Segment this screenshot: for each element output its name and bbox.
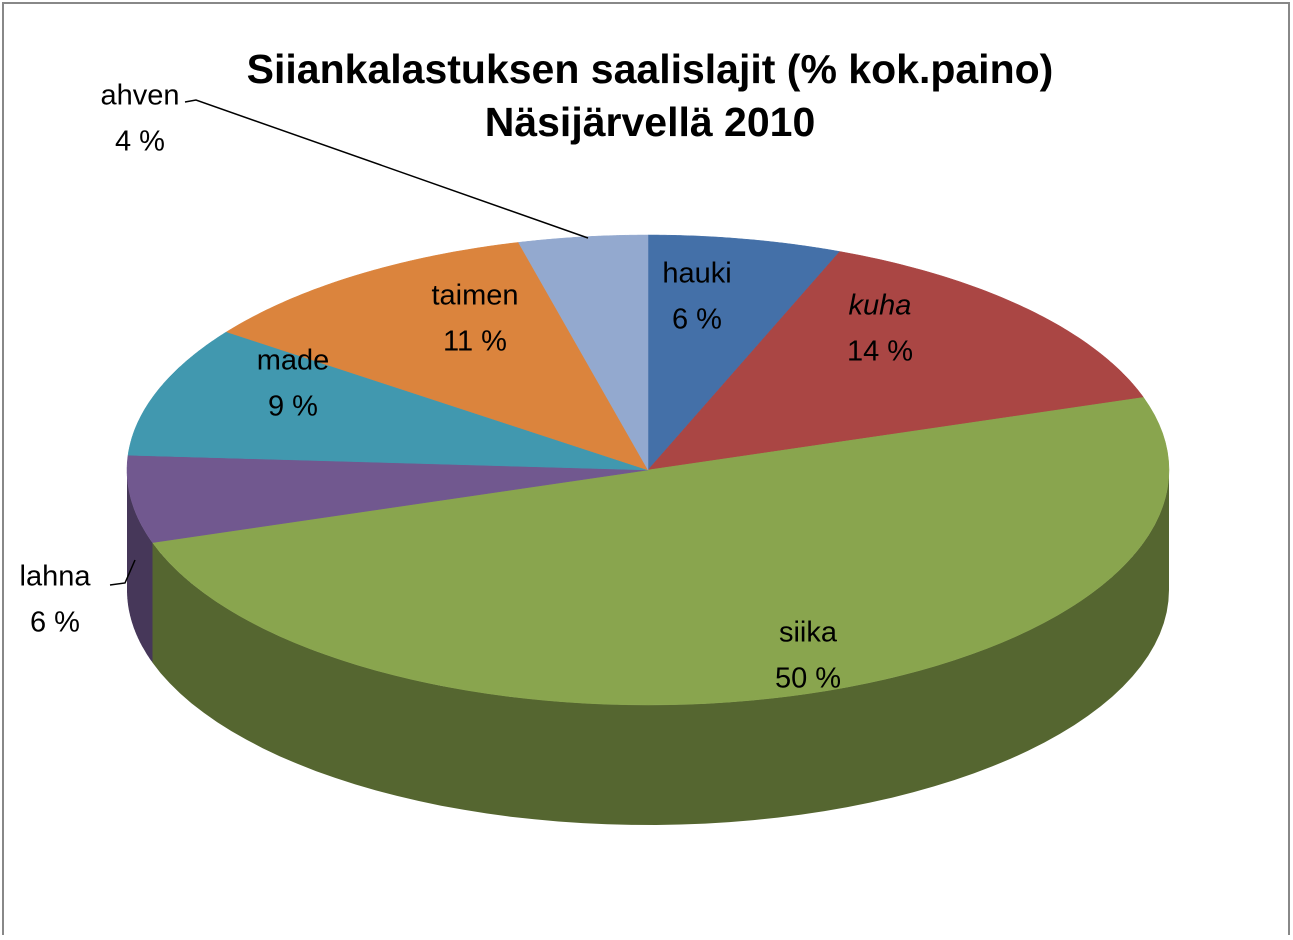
category-label: kuha [849,290,912,322]
value-label: 6 % [30,607,80,639]
pie [126,234,1170,825]
category-label: taimen [431,280,518,312]
pie-slice [225,242,649,471]
value-label: 4 % [115,126,165,158]
category-label: ahven [100,80,179,112]
pie-slice [152,397,1170,706]
leader-line [184,99,589,239]
pie-slice [126,454,649,543]
pie-slice [127,331,649,471]
category-label: made [257,345,330,377]
category-label: hauki [662,258,731,290]
category-label: lahna [20,561,92,593]
value-label: 6 % [672,304,722,336]
chart-title: Näsijärvellä 2010 [485,99,816,145]
category-label: siika [779,617,838,649]
leader-line [109,559,136,586]
pie-side [152,470,1169,825]
pie-side [127,470,153,663]
chart-title: Siiankalastuksen saalislajit (% kok.pain… [247,46,1054,92]
value-label: 14 % [847,336,913,368]
value-label: 11 % [443,326,507,358]
value-label: 50 % [775,663,841,695]
value-label: 9 % [268,391,318,423]
pie-slice [647,234,841,471]
